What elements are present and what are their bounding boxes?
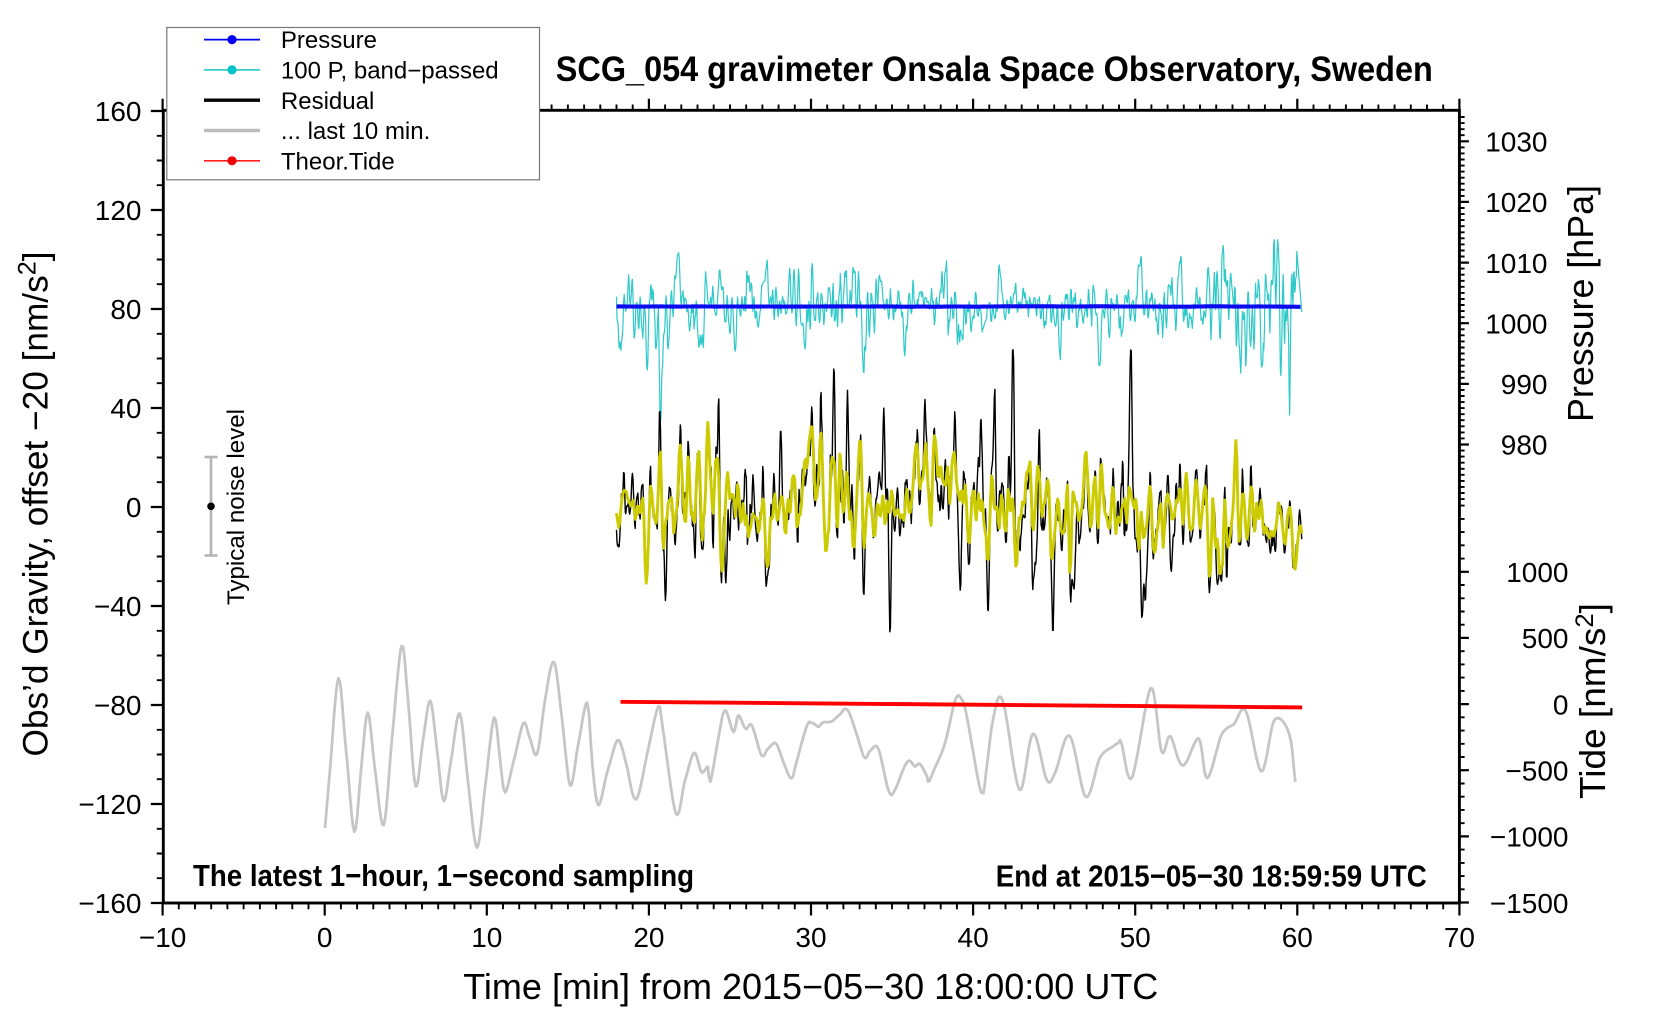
svg-text:70: 70 bbox=[1444, 922, 1475, 953]
svg-text:80: 80 bbox=[110, 294, 141, 325]
svg-text:10: 10 bbox=[471, 922, 502, 953]
svg-text:1000: 1000 bbox=[1485, 308, 1547, 339]
svg-text:Pressure [hPa]: Pressure [hPa] bbox=[1560, 185, 1601, 422]
svg-text:0: 0 bbox=[317, 922, 333, 953]
svg-text:−1000: −1000 bbox=[1490, 822, 1569, 853]
svg-text:−40: −40 bbox=[94, 591, 142, 622]
svg-text:100 P, band−passed: 100 P, band−passed bbox=[281, 58, 499, 85]
svg-text:Typical noise level: Typical noise level bbox=[224, 409, 250, 605]
svg-text:1000: 1000 bbox=[1506, 557, 1568, 588]
svg-text:−120: −120 bbox=[78, 789, 141, 820]
svg-text:120: 120 bbox=[95, 195, 142, 226]
svg-text:... last 10 min.: ... last 10 min. bbox=[281, 118, 430, 145]
svg-text:−10: −10 bbox=[139, 922, 187, 953]
svg-text:Residual: Residual bbox=[281, 88, 374, 115]
svg-text:500: 500 bbox=[1522, 623, 1569, 654]
svg-text:60: 60 bbox=[1282, 922, 1313, 953]
svg-text:990: 990 bbox=[1501, 369, 1548, 400]
svg-text:End at 2015−05−30 18:59:59 UTC: End at 2015−05−30 18:59:59 UTC bbox=[996, 859, 1427, 894]
svg-text:40: 40 bbox=[110, 393, 141, 424]
svg-text:−160: −160 bbox=[78, 888, 141, 919]
svg-text:Obs’d Gravity, offset −20 [nm/: Obs’d Gravity, offset −20 [nm/s2] bbox=[14, 252, 56, 757]
svg-text:50: 50 bbox=[1120, 922, 1151, 953]
svg-text:−1500: −1500 bbox=[1490, 888, 1569, 919]
svg-text:980: 980 bbox=[1501, 430, 1548, 461]
svg-text:−80: −80 bbox=[94, 690, 142, 721]
svg-text:Tide [nm/s2]: Tide [nm/s2] bbox=[1571, 603, 1613, 799]
svg-text:Pressure: Pressure bbox=[281, 27, 377, 54]
svg-text:−500: −500 bbox=[1505, 756, 1568, 787]
svg-text:160: 160 bbox=[95, 96, 142, 127]
svg-text:The latest 1−hour, 1−second sa: The latest 1−hour, 1−second sampling bbox=[193, 858, 694, 893]
svg-text:0: 0 bbox=[126, 492, 142, 523]
svg-text:SCG_054 gravimeter Onsala Spac: SCG_054 gravimeter Onsala Space Observat… bbox=[556, 49, 1433, 89]
svg-text:0: 0 bbox=[1553, 689, 1569, 720]
svg-text:1030: 1030 bbox=[1485, 127, 1547, 158]
svg-text:30: 30 bbox=[795, 922, 826, 953]
svg-text:Theor.Tide: Theor.Tide bbox=[281, 148, 395, 175]
svg-text:1020: 1020 bbox=[1485, 187, 1547, 218]
svg-text:40: 40 bbox=[958, 922, 989, 953]
svg-text:20: 20 bbox=[633, 922, 664, 953]
svg-text:1010: 1010 bbox=[1485, 248, 1547, 279]
svg-text:Time [min] from 2015−05−30 18:: Time [min] from 2015−05−30 18:00:00 UTC bbox=[463, 966, 1158, 1007]
